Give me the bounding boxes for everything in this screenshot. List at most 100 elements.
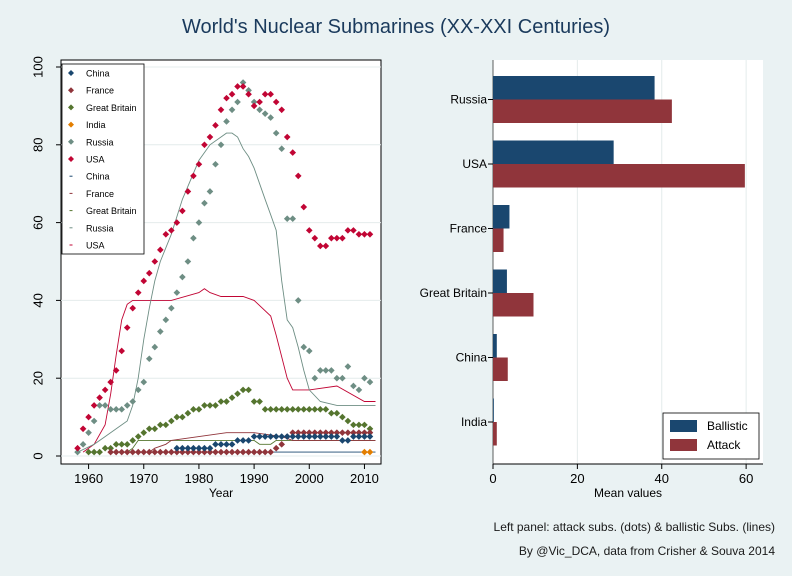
attack-point-china xyxy=(223,441,230,448)
attack-point-france xyxy=(344,429,352,436)
attack-point-china xyxy=(278,433,285,440)
attack-point-great-britain xyxy=(339,413,346,421)
attack-point-usa xyxy=(74,444,81,452)
attack-bar-france xyxy=(493,228,504,252)
attack-point-france xyxy=(272,444,280,452)
attack-point-france xyxy=(157,448,164,456)
attack-point-usa xyxy=(322,242,330,250)
legend-swatch-ballistic xyxy=(670,420,697,432)
attack-point-russia xyxy=(256,106,263,114)
attack-point-russia xyxy=(300,343,308,351)
attack-point-russia xyxy=(123,402,131,409)
attack-point-russia xyxy=(267,114,274,121)
attack-point-great-britain xyxy=(168,417,175,425)
attack-point-russia xyxy=(294,297,302,304)
attack-point-usa xyxy=(228,90,236,98)
attack-point-usa xyxy=(261,90,269,98)
attack-point-france xyxy=(190,448,197,456)
attack-point-great-britain xyxy=(245,386,252,394)
attack-point-russia xyxy=(283,215,291,223)
right-x-tick-label: 40 xyxy=(655,471,669,486)
attack-point-great-britain xyxy=(250,398,258,405)
attack-point-great-britain xyxy=(145,425,153,433)
attack-point-usa xyxy=(179,207,186,215)
attack-point-china xyxy=(190,444,197,452)
attack-point-great-britain xyxy=(272,406,280,413)
attack-point-france xyxy=(355,429,363,436)
attack-point-great-britain xyxy=(223,398,230,405)
attack-point-usa xyxy=(129,304,137,312)
attack-point-russia xyxy=(190,234,197,242)
attack-point-usa xyxy=(140,277,148,285)
attack-point-usa xyxy=(245,90,252,98)
attack-point-russia xyxy=(179,273,186,281)
attack-point-usa xyxy=(239,83,247,90)
attack-point-russia xyxy=(322,367,330,374)
left-y-tick-label: 40 xyxy=(30,293,45,307)
attack-point-usa xyxy=(344,227,352,234)
attack-point-great-britain xyxy=(101,444,109,452)
attack-point-china xyxy=(333,433,341,440)
legend-label: India xyxy=(86,120,106,130)
attack-point-usa xyxy=(256,98,263,106)
attack-point-usa xyxy=(361,230,368,238)
attack-point-france xyxy=(212,448,219,456)
attack-point-russia xyxy=(118,406,125,413)
attack-point-france xyxy=(134,448,142,456)
attack-point-usa xyxy=(123,324,131,331)
attack-point-great-britain xyxy=(184,409,192,417)
attack-point-china xyxy=(350,433,357,440)
left-y-tick-label: 80 xyxy=(30,138,45,152)
ballistic-bar-usa xyxy=(493,140,614,164)
attack-point-usa xyxy=(151,258,159,265)
attack-point-russia xyxy=(79,441,87,448)
ballistic-line-usa xyxy=(82,288,376,453)
category-label-russia: Russia xyxy=(450,93,487,107)
attack-point-great-britain xyxy=(112,441,120,448)
attack-point-china xyxy=(289,433,297,440)
attack-point-usa xyxy=(250,102,258,110)
legend-label: Russia xyxy=(86,223,114,233)
ballistic-line-russia xyxy=(77,132,376,453)
panel-note: Left panel: attack subs. (dots) & ballis… xyxy=(494,520,775,534)
attack-point-china xyxy=(317,433,324,440)
attack-point-france xyxy=(300,429,308,436)
attack-point-great-britain xyxy=(228,394,236,401)
attack-point-usa xyxy=(305,227,313,234)
category-label-usa: USA xyxy=(462,157,487,171)
attack-point-russia xyxy=(250,98,258,106)
attack-point-usa xyxy=(118,347,125,355)
attack-point-usa xyxy=(157,246,164,254)
attack-point-russia xyxy=(350,382,357,390)
attack-point-russia xyxy=(206,188,214,195)
attack-point-great-britain xyxy=(328,409,335,417)
legend-label: Great Britain xyxy=(86,206,137,216)
attack-point-great-britain xyxy=(157,421,164,429)
attack-point-great-britain xyxy=(190,406,197,413)
left-x-tick-label: 1990 xyxy=(240,471,269,486)
right-plot-area xyxy=(493,60,763,464)
attack-bar-usa xyxy=(493,164,745,188)
attack-point-great-britain xyxy=(123,441,131,448)
attack-point-france xyxy=(234,448,241,456)
attack-point-usa xyxy=(333,234,341,242)
attack-point-usa xyxy=(184,188,192,195)
attack-point-great-britain xyxy=(212,402,219,409)
attack-point-china xyxy=(294,433,302,440)
ballistic-bar-france xyxy=(493,205,510,229)
attack-point-russia xyxy=(168,304,175,312)
attack-point-france xyxy=(278,441,285,448)
attack-point-usa xyxy=(168,227,175,234)
attack-point-russia xyxy=(328,367,335,374)
attack-point-russia xyxy=(366,378,374,386)
attack-point-great-britain xyxy=(96,448,103,456)
attack-point-china xyxy=(300,433,308,440)
category-label-great-britain: Great Britain xyxy=(420,286,487,300)
attack-point-france xyxy=(333,429,341,436)
attack-point-russia xyxy=(157,328,164,335)
ballistic-bar-india xyxy=(493,398,494,422)
attack-point-china xyxy=(355,433,363,440)
attack-point-great-britain xyxy=(195,406,203,413)
attack-point-russia xyxy=(195,219,203,226)
